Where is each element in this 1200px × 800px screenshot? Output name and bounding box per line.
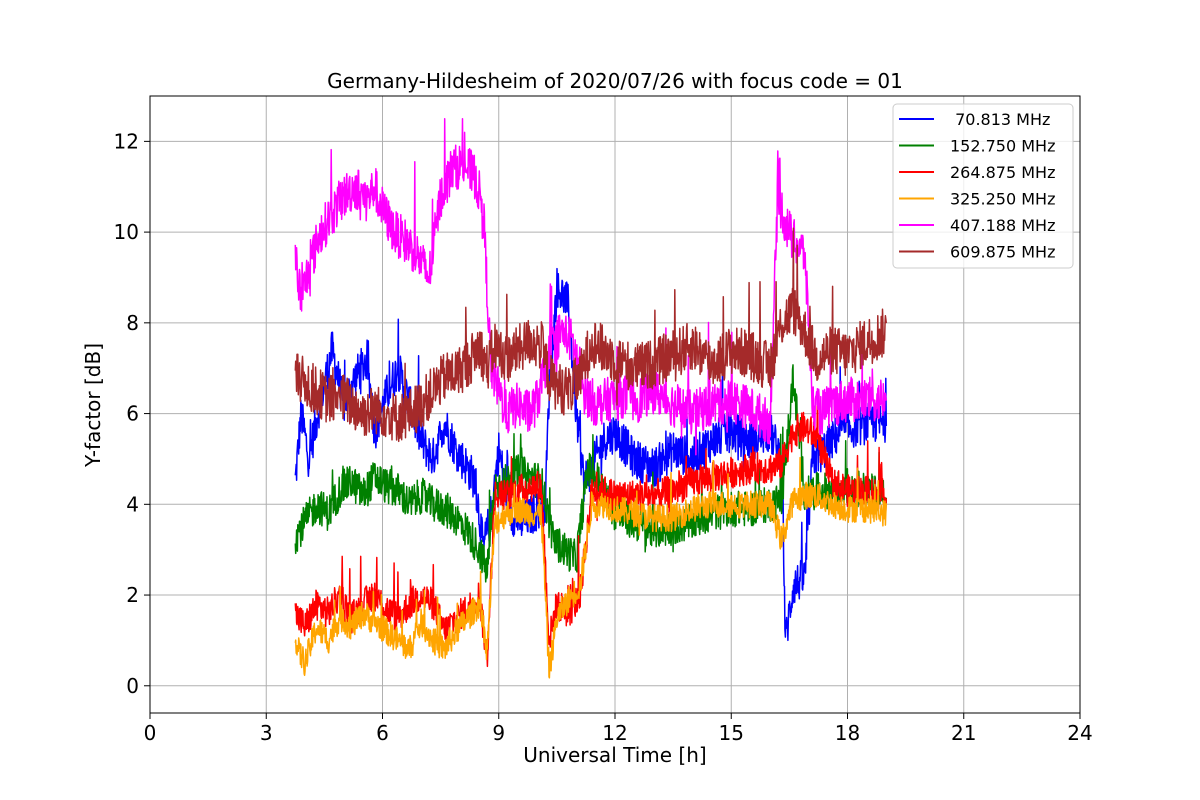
y-tick-label: 0 [126, 674, 139, 698]
legend-box [892, 103, 1074, 269]
legend-label: 264.875 MHz [950, 163, 1055, 182]
series-layer [294, 117, 888, 679]
x-tick-label: 3 [260, 721, 273, 745]
series-line-2 [294, 396, 888, 668]
y-tick-label: 12 [114, 129, 139, 153]
x-tick-label: 9 [492, 721, 505, 745]
x-tick-label: 18 [835, 721, 860, 745]
y-tick-label: 2 [126, 583, 139, 607]
legend-label: 407.188 MHz [950, 216, 1055, 235]
x-tick-label: 24 [1067, 721, 1092, 745]
x-tick-label: 0 [144, 721, 157, 745]
y-tick-label: 8 [126, 311, 139, 335]
y-tick-label: 10 [114, 220, 139, 244]
legend-label: 70.813 MHz [950, 110, 1050, 129]
legend-label: 152.750 MHz [950, 137, 1055, 156]
y-tick-label: 6 [126, 402, 139, 426]
y-axis-label: Y-factor [dB] [81, 343, 105, 468]
x-tick-label: 15 [719, 721, 744, 745]
y-tick-label: 4 [126, 492, 139, 516]
legend-label: 325.250 MHz [950, 190, 1055, 209]
legend-label: 609.875 MHz [950, 243, 1055, 262]
x-tick-label: 12 [602, 721, 627, 745]
x-axis-label: Universal Time [h] [523, 743, 706, 767]
legend: 70.813 MHz 152.750 MHz 264.875 MHz 325.250 … [892, 103, 1074, 269]
series-line-1 [294, 364, 888, 583]
series-line-5 [294, 227, 888, 443]
series-line-3 [294, 456, 888, 679]
x-tick-label: 6 [376, 721, 389, 745]
x-tick-label: 21 [951, 721, 976, 745]
series-line-4 [294, 117, 888, 456]
chart-title: Germany-Hildesheim of 2020/07/26 with fo… [327, 69, 903, 93]
